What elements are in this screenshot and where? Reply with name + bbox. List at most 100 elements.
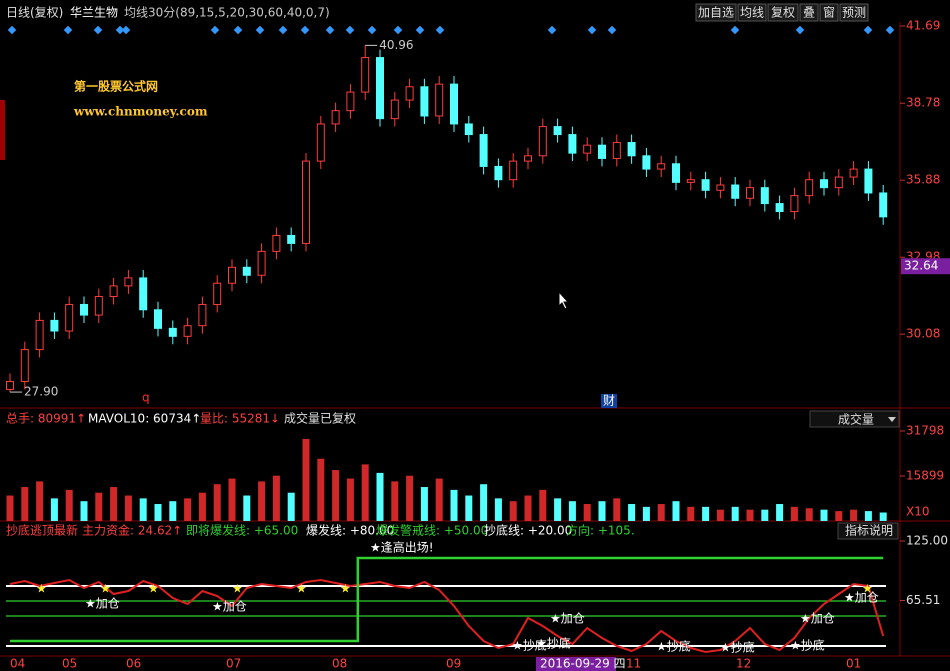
candle-body — [228, 266, 236, 284]
toolbar-button[interactable] — [799, 3, 819, 22]
x-label: 04 — [10, 657, 25, 671]
y-tick-label: 35.88 — [906, 173, 940, 187]
volume-bar — [628, 504, 636, 521]
volume-bar — [420, 487, 428, 521]
signal-diamond — [367, 25, 377, 35]
signal-annotation: ★抄底 — [720, 640, 755, 655]
volume-bar — [672, 501, 680, 521]
volume-bar — [583, 504, 591, 521]
volume-bar — [258, 481, 266, 521]
candle-body — [124, 277, 133, 287]
volume-bar — [820, 509, 828, 521]
signal-diamond — [278, 25, 288, 35]
marker-box — [601, 394, 617, 408]
volume-header: 成交量已复权 — [284, 411, 356, 426]
star-icon: ★ — [148, 582, 159, 596]
candle-body — [686, 179, 695, 183]
last-price-box — [901, 258, 950, 275]
volume-selector-label: 成交量 — [838, 412, 874, 427]
volume-bar — [346, 478, 354, 521]
volume-bar — [154, 504, 162, 521]
candle-body — [494, 165, 503, 181]
volume-bar — [36, 481, 44, 521]
candle-body — [257, 250, 266, 276]
low-label: 27.90 — [24, 385, 58, 399]
star-icon: ★ — [36, 582, 47, 596]
ma-setting: 均线30分(89,15,5,20,30,60,40,0,7) — [124, 6, 330, 20]
signal-annotation: ★加仓 — [85, 597, 120, 611]
volume-bar — [6, 495, 14, 521]
toolbar-button[interactable] — [695, 3, 737, 22]
volume-bar — [332, 470, 340, 521]
help-button[interactable] — [837, 522, 899, 540]
candle-body — [864, 168, 873, 194]
toolbar-button[interactable] — [737, 3, 767, 22]
x-label: 08 — [332, 657, 347, 671]
volume-bar — [864, 511, 872, 521]
candle-body — [35, 319, 44, 351]
signal-annotation: ★抄底 — [656, 639, 691, 654]
volume-bar — [406, 475, 414, 521]
candle-body — [6, 380, 14, 390]
toolbar-button-label: 复权 — [771, 6, 795, 20]
main-force-line — [9, 578, 885, 654]
y-tick-label: 15899 — [906, 469, 944, 483]
toolbar-button-label: 均线 — [740, 6, 764, 20]
volume-bar — [702, 506, 710, 521]
indicator-header: 爆发警戒线: +50.00 — [376, 523, 488, 538]
y-tick-label: 65.51 — [906, 593, 940, 607]
candle-body — [168, 327, 177, 337]
candle-body — [746, 187, 754, 199]
volume-bar — [139, 498, 147, 521]
star-icon: ★ — [862, 582, 873, 596]
volume-bar — [879, 512, 887, 521]
cursor — [558, 290, 570, 310]
candle-body — [553, 126, 562, 136]
watermark-title: 第一股票公式网 — [74, 79, 158, 94]
candle-body — [20, 349, 29, 382]
volume-bar — [761, 509, 769, 521]
y-tick-label: 41.69 — [906, 18, 940, 32]
signal-annotation: ★加仓 — [212, 600, 247, 614]
candle-body — [716, 184, 725, 191]
signal-diamond — [393, 25, 403, 35]
candle-body — [154, 309, 162, 329]
toolbar-button[interactable] — [839, 3, 869, 22]
volume-bar — [198, 492, 206, 521]
toolbar-button[interactable] — [767, 3, 799, 22]
volume-bar — [687, 506, 695, 521]
volume-selector[interactable] — [809, 410, 900, 428]
indicator-header: 抄底逃顶最新 — [6, 523, 78, 538]
star-icon: ★ — [100, 582, 111, 596]
indicator-header: 即将爆发线: +65.00 — [186, 523, 298, 538]
signal-annotation: ★加仓 — [800, 612, 835, 626]
candle-body — [331, 110, 340, 125]
volume-bar — [95, 492, 103, 521]
candle-body — [834, 176, 843, 189]
volume-bar — [65, 489, 73, 521]
indicator-header: 方向: +105. — [566, 523, 635, 538]
volume-bar — [613, 498, 621, 521]
star-icon: ★ — [340, 582, 351, 596]
volume-bar — [302, 438, 310, 521]
period: 日线(复权) — [6, 6, 63, 20]
volume-header: 总手: 80991↑ — [6, 412, 86, 426]
candle-body — [524, 155, 532, 162]
volume-bar — [850, 509, 858, 521]
volume-bar — [21, 487, 29, 521]
candle-body — [760, 187, 769, 205]
candle-body — [139, 277, 148, 311]
volume-bar — [124, 495, 132, 521]
volume-bar — [790, 506, 798, 521]
candle-body — [568, 134, 577, 154]
toolbar-button[interactable] — [819, 3, 839, 22]
signal-diamond — [300, 25, 310, 35]
help-label: 指标说明 — [845, 523, 893, 538]
high-label: 40.96 — [379, 38, 413, 52]
volume-bar — [272, 475, 280, 521]
crosshair-date-box — [536, 657, 616, 671]
candle-body — [509, 160, 518, 181]
candle-body — [805, 179, 814, 197]
